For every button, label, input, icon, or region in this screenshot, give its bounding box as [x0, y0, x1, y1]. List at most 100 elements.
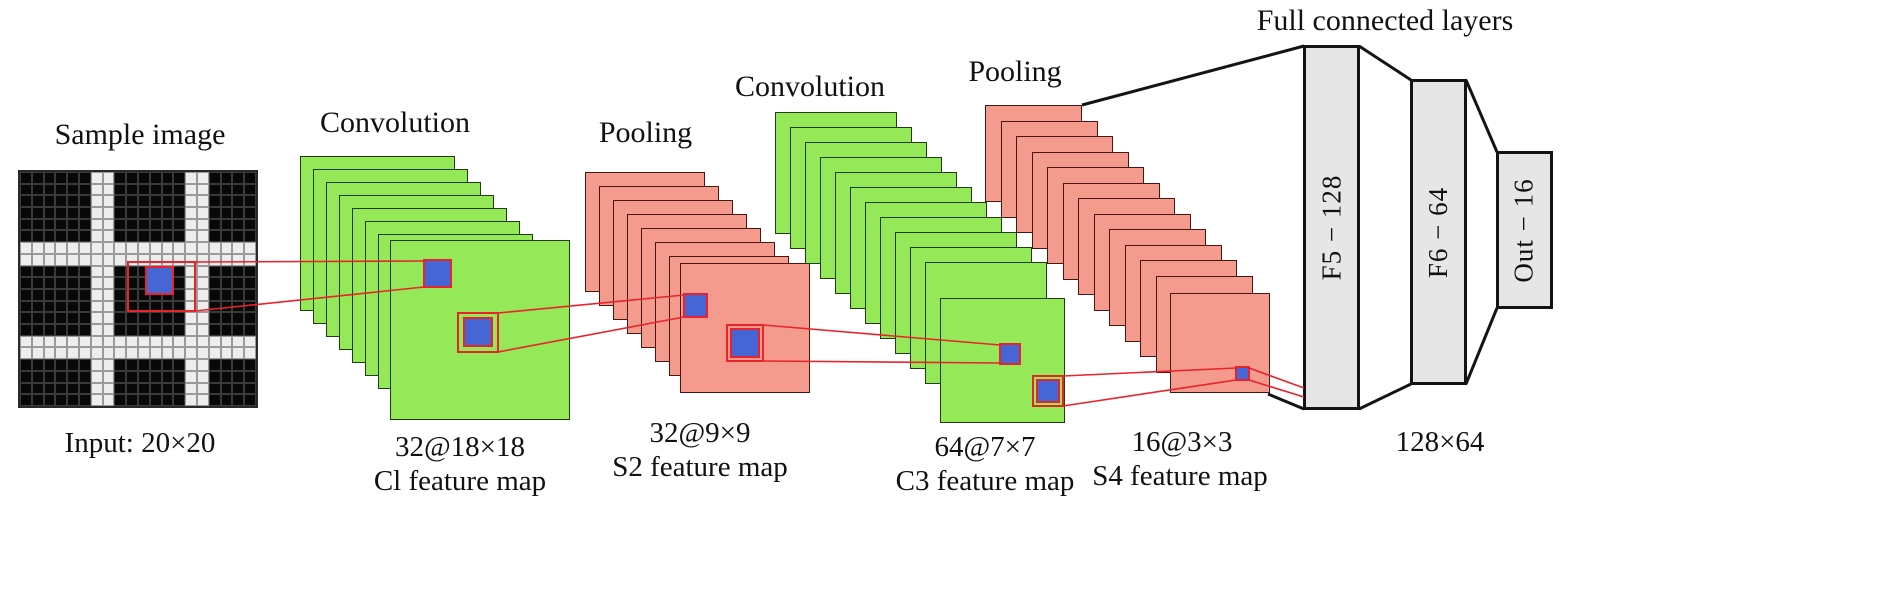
grid-cell: [173, 288, 186, 301]
grid-cell: [197, 230, 209, 243]
grid-cell: [161, 265, 174, 278]
grid-cell: [220, 394, 233, 406]
grid-cell: [197, 347, 209, 360]
c3-operation-label: Convolution: [734, 70, 885, 103]
s4-name-caption: S4 feature map: [1092, 460, 1268, 492]
grid-cell: [244, 195, 256, 208]
grid-cell: [173, 253, 186, 266]
grid-cell: [90, 253, 103, 266]
grid-cell: [114, 312, 127, 325]
grid-cell: [102, 347, 115, 360]
grid-cell: [185, 312, 197, 325]
grid-cell: [185, 183, 197, 196]
grid-cell: [126, 335, 138, 348]
grid-cell: [232, 394, 245, 406]
grid-cell: [220, 242, 233, 254]
grid-cell: [67, 370, 79, 383]
grid-cell: [102, 335, 115, 348]
grid-cell: [20, 172, 32, 184]
grid-cell: [149, 394, 162, 406]
grid-cell: [161, 382, 174, 395]
grid-cell: [244, 288, 256, 301]
grid-cell: [126, 300, 138, 313]
grid-cell: [114, 277, 127, 289]
grid-cell: [67, 183, 79, 196]
grid-cell: [220, 347, 233, 360]
grid-cell: [90, 230, 103, 243]
grid-cell: [20, 382, 32, 395]
grid-cell: [67, 265, 79, 278]
grid-cell: [197, 218, 209, 231]
grid-cell: [197, 253, 209, 266]
s4-operation-label: Pooling: [968, 55, 1062, 88]
grid-cell: [126, 195, 138, 208]
grid-cell: [20, 277, 32, 289]
grid-cell: [31, 312, 44, 325]
grid-cell: [90, 277, 103, 289]
grid-cell: [185, 253, 197, 266]
grid-cell: [79, 370, 91, 383]
grid-cell: [232, 172, 245, 184]
grid-cell: [149, 312, 162, 325]
grid-cell: [90, 382, 103, 395]
grid-cell: [232, 207, 245, 219]
grid-cell: [232, 370, 245, 383]
grid-cell: [173, 394, 186, 406]
grid-cell: [220, 218, 233, 231]
grid-cell: [244, 172, 256, 184]
grid-cell: [197, 195, 209, 208]
grid-cell: [31, 230, 44, 243]
grid-cell: [20, 359, 32, 371]
grid-cell: [232, 335, 245, 348]
grid-cell: [138, 394, 150, 406]
grid-cell: [161, 242, 174, 254]
grid-cell: [55, 242, 68, 254]
grid-cell: [55, 207, 68, 219]
grid-cell: [208, 265, 221, 278]
grid-cell: [208, 382, 221, 395]
grid-cell: [79, 183, 91, 196]
grid-cell: [79, 172, 91, 184]
grid-cell: [55, 277, 68, 289]
grid-cell: [90, 300, 103, 313]
grid-cell: [244, 265, 256, 278]
grid-cell: [43, 230, 56, 243]
grid-cell: [149, 347, 162, 360]
grid-cell: [185, 370, 197, 383]
grid-cell: [79, 265, 91, 278]
grid-cell: [102, 394, 115, 406]
grid-cell: [90, 288, 103, 301]
grid-cell: [126, 312, 138, 325]
grid-cell: [55, 288, 68, 301]
grid-cell: [149, 288, 162, 301]
sample-image-label: Sample image: [54, 118, 226, 151]
grid-cell: [149, 242, 162, 254]
grid-cell: [31, 394, 44, 406]
grid-cell: [161, 183, 174, 196]
grid-cell: [31, 218, 44, 231]
grid-cell: [161, 253, 174, 266]
grid-cell: [79, 300, 91, 313]
grid-cell: [173, 207, 186, 219]
grid-cell: [79, 230, 91, 243]
grid-cell: [208, 359, 221, 371]
grid-cell: [43, 207, 56, 219]
grid-cell: [43, 195, 56, 208]
grid-cell: [149, 207, 162, 219]
grid-cell: [20, 300, 32, 313]
input-caption: Input: 20×20: [64, 427, 216, 459]
grid-cell: [244, 183, 256, 196]
grid-cell: [208, 253, 221, 266]
grid-cell: [79, 277, 91, 289]
grid-cell: [185, 300, 197, 313]
grid-cell: [208, 218, 221, 231]
grid-cell: [185, 277, 197, 289]
grid-cell: [55, 253, 68, 266]
grid-cell: [20, 195, 32, 208]
grid-cell: [232, 265, 245, 278]
grid-cell: [90, 183, 103, 196]
grid-cell: [197, 288, 209, 301]
feature-map-front-square: [1170, 293, 1270, 393]
grid-cell: [138, 195, 150, 208]
grid-cell: [114, 347, 127, 360]
